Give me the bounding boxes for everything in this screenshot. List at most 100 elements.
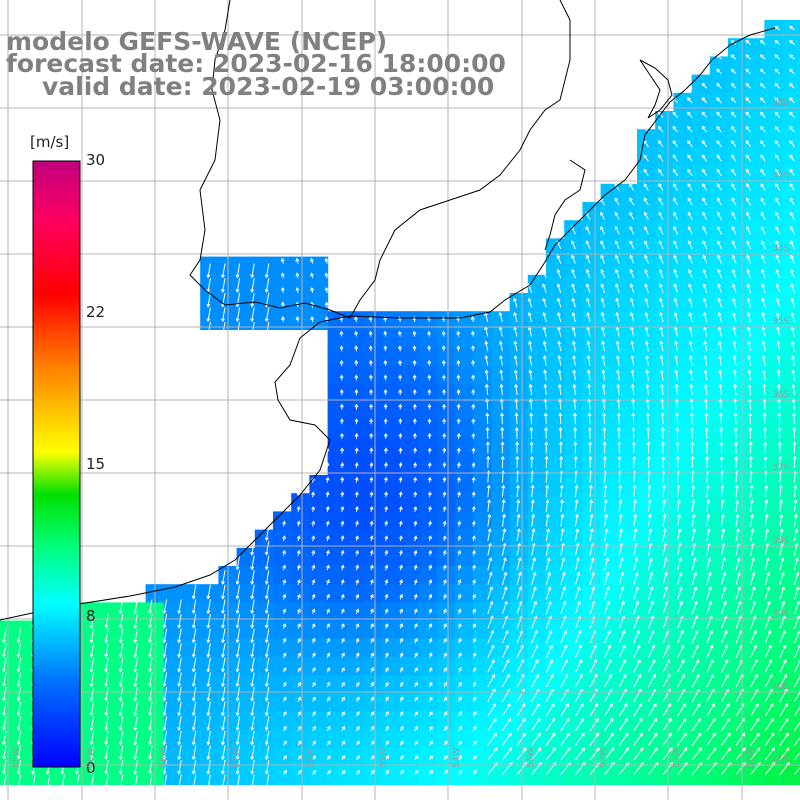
wind-cell <box>527 347 547 367</box>
wind-arrow <box>191 657 197 673</box>
wind-arrow <box>311 535 316 542</box>
wind-cell <box>582 693 602 713</box>
wind-cell <box>254 293 274 312</box>
wind-arrow <box>148 686 153 702</box>
wind-cell <box>254 657 274 676</box>
wind-cell <box>436 384 456 403</box>
wind-arrow <box>604 586 610 600</box>
wind-cell <box>527 566 547 585</box>
wind-arrow <box>235 628 241 644</box>
wind-arrow <box>340 593 345 600</box>
wind-arrow <box>501 732 512 746</box>
wind-arrow <box>717 311 722 323</box>
wind-arrow <box>441 330 446 337</box>
wind-arrow <box>516 571 522 585</box>
wind-cell <box>291 529 310 549</box>
wind-arrow <box>779 600 786 615</box>
wind-cell <box>582 347 602 367</box>
wind-arrow <box>560 717 570 732</box>
wind-arrow <box>89 628 95 644</box>
wind-cell <box>746 329 765 349</box>
wind-cell <box>582 711 602 731</box>
wind-arrow <box>614 197 620 206</box>
wind-cell <box>728 475 747 494</box>
wind-cell <box>163 602 183 622</box>
wind-arrow <box>296 520 301 527</box>
wind-cell <box>546 748 565 767</box>
wind-cell <box>746 165 765 185</box>
wind-arrow <box>677 513 682 527</box>
wind-cell <box>473 347 492 367</box>
wind-cell <box>782 420 800 440</box>
wind-arrow <box>428 623 433 629</box>
wind-arrow <box>369 579 374 585</box>
wind-arrow <box>118 657 124 673</box>
wind-arrow <box>297 652 301 659</box>
wind-arrow <box>428 593 433 600</box>
wind-arrow <box>779 528 784 542</box>
wind-cell <box>582 456 602 476</box>
wind-arrow <box>370 711 375 717</box>
wind-arrow <box>761 268 766 279</box>
wind-cell <box>600 602 620 622</box>
wind-cell <box>18 638 37 658</box>
wind-arrow <box>457 637 462 644</box>
wind-arrow <box>790 311 795 323</box>
wind-arrow <box>542 283 547 293</box>
wind-cell <box>691 493 711 512</box>
wind-arrow <box>148 716 153 731</box>
wind-arrow <box>148 759 153 775</box>
wind-arrow <box>485 426 490 439</box>
wind-cell <box>509 638 529 658</box>
wind-arrow <box>629 297 635 308</box>
wind-arrow <box>730 111 737 118</box>
wind-arrow <box>601 340 606 352</box>
wind-cell <box>491 438 511 458</box>
lon-label: 56W <box>306 747 316 768</box>
wind-cell <box>582 729 602 749</box>
wind-arrow <box>701 82 708 89</box>
colorbar-gradient <box>32 160 81 768</box>
wind-arrow <box>542 354 547 366</box>
wind-arrow <box>297 593 301 600</box>
wind-cell <box>200 657 219 676</box>
wind-cell <box>364 566 383 585</box>
wind-arrow <box>791 383 796 396</box>
wind-cell <box>746 111 765 130</box>
wind-cell <box>746 711 765 731</box>
wind-cell <box>764 402 784 421</box>
wind-cell <box>436 566 456 585</box>
wind-cell <box>509 365 529 385</box>
wind-arrow <box>764 528 770 542</box>
wind-arrow <box>776 383 781 396</box>
wind-cell <box>254 638 274 658</box>
wind-arrow <box>573 455 578 469</box>
wind-arrow <box>775 183 781 191</box>
wind-arrow <box>264 540 270 556</box>
wind-arrow <box>325 491 330 498</box>
wind-arrow <box>604 673 612 688</box>
wind-cell <box>527 748 547 767</box>
wind-cell <box>382 329 401 349</box>
wind-cell <box>527 729 547 749</box>
wind-arrow <box>326 652 331 659</box>
wind-cell <box>691 365 711 385</box>
wind-arrow <box>429 769 433 775</box>
wind-arrow <box>706 673 715 688</box>
lon-label: 58W <box>159 747 169 768</box>
wind-cell <box>582 220 602 239</box>
wind-arrow <box>764 499 769 512</box>
wind-arrow <box>326 681 331 688</box>
wind-cell <box>382 311 401 330</box>
wind-arrow <box>574 615 582 629</box>
wind-arrow <box>442 505 447 512</box>
wind-arrow <box>339 345 344 352</box>
wind-cell <box>254 675 274 694</box>
wind-cell <box>764 111 784 130</box>
wind-cell <box>200 293 219 312</box>
wind-cell <box>436 493 456 512</box>
wind-cell <box>345 566 365 585</box>
wind-cell <box>728 402 747 421</box>
wind-cell <box>764 74 784 94</box>
wind-arrow <box>383 330 388 337</box>
